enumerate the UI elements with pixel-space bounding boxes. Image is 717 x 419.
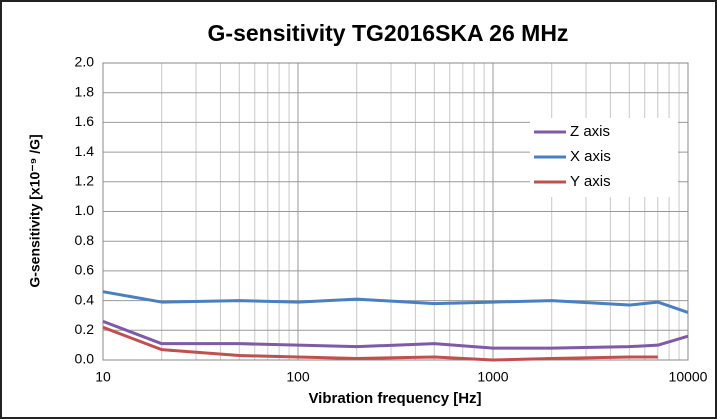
series-line — [102, 325, 658, 362]
y-tick-label: 0.2 — [75, 321, 95, 337]
y-tick-label: 1.2 — [75, 173, 95, 189]
legend-label: Z axis — [570, 123, 610, 140]
x-axis-label: Vibration frequency [Hz] — [308, 390, 481, 407]
y-tick-label: 0.0 — [75, 351, 95, 367]
y-tick-label: 0.8 — [75, 232, 95, 248]
plot-border — [102, 62, 689, 361]
legend-label: Y axis — [570, 173, 611, 190]
chart-title: G-sensitivity TG2016SKA 26 MHz — [208, 20, 569, 46]
x-tick-label: 100 — [286, 369, 310, 385]
series-line — [102, 319, 689, 350]
y-tick-label: 0.4 — [75, 291, 95, 307]
x-tick-label: 10000 — [669, 369, 708, 385]
x-tick-label: 1000 — [477, 369, 508, 385]
y-tick-label: 2.0 — [75, 54, 95, 70]
y-tick-label: 0.6 — [75, 262, 95, 278]
x-tick-label: 10 — [95, 369, 111, 385]
y-axis-label: G-sensitivity [x10⁻⁹ /G] — [27, 134, 43, 287]
y-tick-label: 1.6 — [75, 113, 95, 129]
y-tick-label: 1.8 — [75, 83, 95, 99]
y-tick-label: 1.0 — [75, 202, 95, 218]
y-tick-label: 1.4 — [75, 143, 95, 159]
legend-label: X axis — [570, 148, 611, 165]
series-line — [102, 290, 689, 314]
